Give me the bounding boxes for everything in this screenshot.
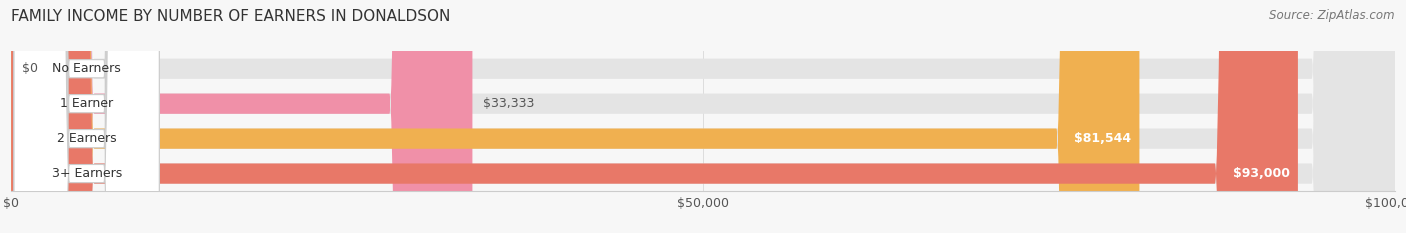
- Text: No Earners: No Earners: [52, 62, 121, 75]
- FancyBboxPatch shape: [11, 0, 1298, 233]
- Text: $33,333: $33,333: [484, 97, 534, 110]
- FancyBboxPatch shape: [14, 0, 159, 233]
- Text: 3+ Earners: 3+ Earners: [52, 167, 122, 180]
- FancyBboxPatch shape: [11, 0, 472, 233]
- Text: FAMILY INCOME BY NUMBER OF EARNERS IN DONALDSON: FAMILY INCOME BY NUMBER OF EARNERS IN DO…: [11, 9, 450, 24]
- Text: $0: $0: [22, 62, 38, 75]
- Text: Source: ZipAtlas.com: Source: ZipAtlas.com: [1270, 9, 1395, 22]
- Text: $93,000: $93,000: [1233, 167, 1289, 180]
- FancyBboxPatch shape: [14, 0, 159, 233]
- Text: $81,544: $81,544: [1074, 132, 1130, 145]
- Text: 2 Earners: 2 Earners: [56, 132, 117, 145]
- Text: 1 Earner: 1 Earner: [60, 97, 114, 110]
- FancyBboxPatch shape: [11, 0, 1395, 233]
- FancyBboxPatch shape: [14, 0, 159, 233]
- FancyBboxPatch shape: [11, 0, 1395, 233]
- FancyBboxPatch shape: [14, 0, 159, 233]
- FancyBboxPatch shape: [11, 0, 1395, 233]
- FancyBboxPatch shape: [11, 0, 1139, 233]
- FancyBboxPatch shape: [11, 0, 1395, 233]
